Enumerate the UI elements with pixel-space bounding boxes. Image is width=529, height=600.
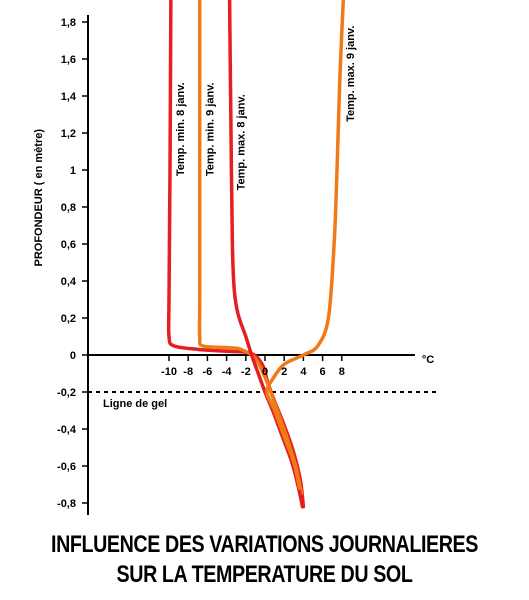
series-line-3 bbox=[227, 0, 305, 509]
y-tick-label: -0,4 bbox=[57, 424, 77, 436]
series-label-2: Temp. min. 9 janv. bbox=[205, 82, 217, 176]
y-tick-label: 0,8 bbox=[61, 202, 76, 214]
chart-title-line-2: SUR LA TEMPERATURE DU SOL bbox=[116, 561, 413, 588]
series-label-3: Temp. max. 8 janv. bbox=[235, 94, 247, 190]
series-layer bbox=[166, 0, 346, 509]
x-tick-label: -6 bbox=[203, 366, 213, 378]
chart: -0,8 -0,6 -0,4 -0,2 0 0,2 0,4 0,6 0,8 1 1,2 1,4 1,6 1… bbox=[33, 0, 440, 515]
y-tick-label: 1,2 bbox=[61, 128, 76, 140]
x-tick-label: -2 bbox=[241, 366, 251, 378]
y-tick-label: -0,6 bbox=[57, 461, 76, 473]
x-tick-label: 6 bbox=[320, 366, 326, 378]
series-line-1 bbox=[166, 0, 306, 509]
chart-title: INFLUENCE DES VARIATIONS JOURNALIERES SU… bbox=[0, 530, 529, 590]
series-label-4: Temp. max. 9 janv. bbox=[345, 26, 357, 122]
x-tick-label: -8 bbox=[183, 366, 193, 378]
y-tick-label: 1,6 bbox=[61, 54, 76, 66]
axis-layer bbox=[82, 15, 440, 515]
y-tick-label: -0,8 bbox=[57, 498, 76, 510]
label-layer: -0,8 -0,6 -0,4 -0,2 0 0,2 0,4 0,6 0,8 1 1,2 1,4 1,6 1… bbox=[33, 17, 434, 510]
x-tick-label: 4 bbox=[300, 366, 307, 378]
x-tick-label: -10 bbox=[161, 366, 177, 378]
y-tick-label: 1 bbox=[70, 165, 76, 177]
y-tick-label: 1,4 bbox=[61, 91, 77, 103]
series-label-1: Temp. min. 8 janv. bbox=[175, 82, 187, 176]
y-tick-label: 0 bbox=[70, 350, 76, 362]
series-line-4 bbox=[265, 0, 346, 490]
x-axis-label: °C bbox=[422, 354, 434, 366]
chart-title-line-1: INFLUENCE DES VARIATIONS JOURNALIERES bbox=[51, 531, 478, 558]
x-tick-label: 0 bbox=[262, 366, 268, 378]
y-axis-label: PROFONDEUR ( en mètre) bbox=[33, 129, 45, 267]
y-tick-label: 0,4 bbox=[61, 276, 77, 288]
y-tick-label: -0,2 bbox=[57, 387, 76, 399]
frost-line-label: Ligne de gel bbox=[103, 398, 167, 410]
y-tick-label: 0,2 bbox=[61, 313, 76, 325]
x-tick-label: 2 bbox=[281, 366, 287, 378]
x-tick-label: 8 bbox=[339, 366, 345, 378]
y-tick-label: 1,8 bbox=[61, 17, 76, 29]
series-line-2 bbox=[197, 0, 304, 496]
y-tick-label: 0,6 bbox=[61, 239, 76, 251]
x-tick-label: -4 bbox=[222, 366, 233, 378]
